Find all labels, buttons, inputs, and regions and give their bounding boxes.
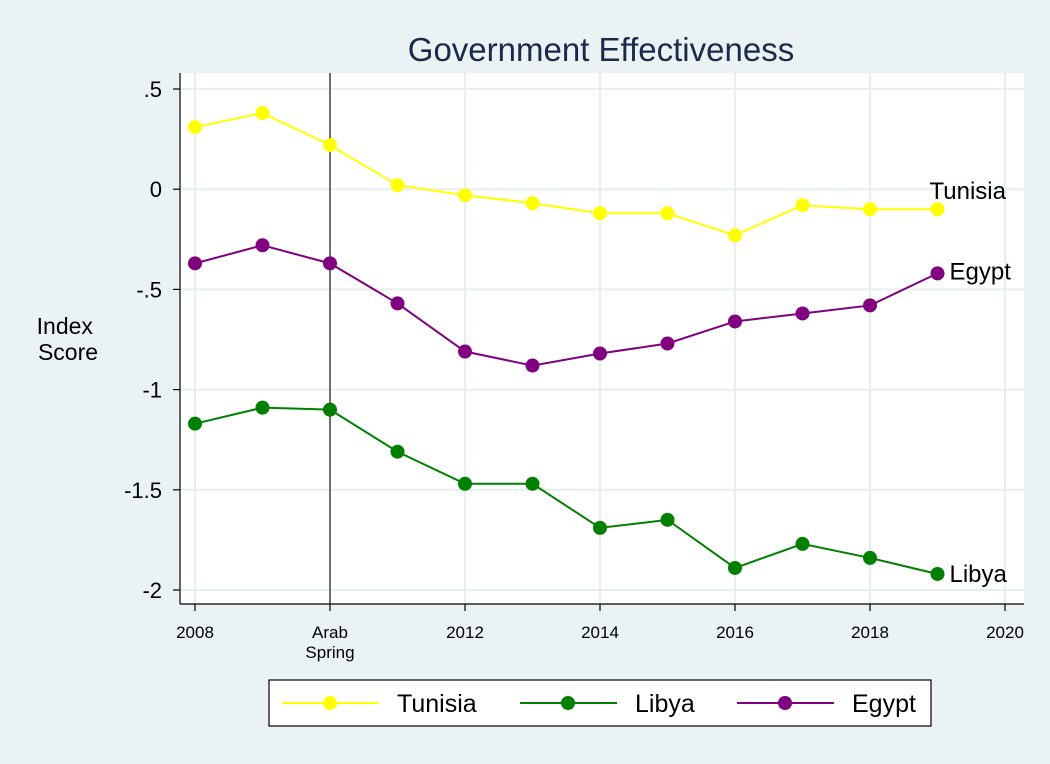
data-point — [930, 202, 945, 217]
legend-swatch-marker — [323, 696, 337, 710]
y-axis-label: Index Score — [37, 313, 100, 365]
x-tick-label: 2012 — [446, 623, 484, 642]
data-point — [593, 206, 607, 221]
series-egypt — [188, 238, 945, 373]
x-tick-label: 2018 — [851, 623, 889, 642]
data-point — [458, 476, 472, 491]
legend-item-libya: Libya — [520, 690, 695, 718]
data-point — [930, 566, 945, 581]
data-point — [593, 520, 607, 535]
data-point — [660, 206, 675, 221]
data-point — [255, 238, 270, 253]
y-tick-label: -1.5 — [124, 478, 162, 503]
x-tick-label: Arab — [312, 623, 348, 642]
data-point — [390, 444, 405, 459]
data-point — [863, 298, 877, 313]
data-point — [593, 346, 607, 361]
x-tick-label: 2020 — [986, 623, 1024, 642]
x-tick-label: 2008 — [176, 623, 214, 642]
data-point — [795, 198, 810, 213]
data-point — [188, 416, 202, 431]
series-line — [194, 244, 938, 367]
legend-item-egypt: Egypt — [737, 690, 916, 718]
data-point — [930, 266, 945, 281]
series-end-label: Egypt — [950, 258, 1012, 285]
series-end-label: Tunisia — [930, 178, 1007, 205]
y-tick-label: -2 — [142, 578, 162, 603]
data-point — [458, 188, 472, 203]
series — [188, 106, 945, 581]
data-point — [390, 296, 405, 311]
legend-item-tunisia: Tunisia — [282, 690, 477, 718]
data-point — [525, 358, 540, 373]
data-point — [795, 306, 810, 321]
data-point — [863, 550, 877, 565]
data-point — [660, 336, 675, 351]
legend-swatch-marker — [561, 696, 575, 710]
data-point — [323, 402, 337, 417]
data-point — [525, 196, 540, 211]
data-point — [188, 120, 202, 135]
data-point — [323, 256, 337, 271]
series-libya — [188, 400, 945, 581]
data-point — [525, 476, 540, 491]
data-point — [188, 256, 202, 271]
data-point — [255, 106, 270, 121]
legend-swatch-marker — [778, 696, 792, 710]
legend: Tunisia Libya Egypt — [268, 679, 932, 727]
legend-label: Libya — [635, 690, 695, 718]
series-line — [194, 112, 938, 237]
series-line — [194, 406, 938, 575]
series-tunisia — [188, 106, 945, 243]
data-point — [728, 560, 742, 575]
x-tick-label: Spring — [305, 643, 354, 662]
legend-label: Egypt — [852, 690, 916, 718]
plot-area — [180, 73, 1024, 604]
y-tick-label: 0 — [150, 177, 162, 202]
data-point — [323, 138, 337, 153]
data-point — [660, 512, 675, 527]
data-point — [458, 344, 472, 359]
y-tick-label: -.5 — [136, 277, 162, 302]
data-point — [795, 536, 810, 551]
y-axis-label-line-2: Score — [38, 339, 98, 365]
y-tick-label: .5 — [144, 77, 162, 102]
data-point — [728, 228, 742, 243]
data-point — [255, 400, 270, 415]
data-point — [390, 178, 405, 193]
series-end-labels: Tunisia Libya Egypt — [930, 178, 1012, 588]
data-point — [728, 314, 742, 329]
series-end-label: Libya — [950, 561, 1008, 588]
x-tick-label: 2014 — [581, 623, 619, 642]
y-axis-label-line-1: Index — [37, 313, 94, 339]
chart-title: Government Effectiveness — [408, 31, 794, 68]
y-tick-label: -1 — [142, 378, 162, 403]
x-tick-label: 2016 — [716, 623, 754, 642]
data-point — [863, 202, 877, 217]
legend-label: Tunisia — [397, 690, 477, 718]
